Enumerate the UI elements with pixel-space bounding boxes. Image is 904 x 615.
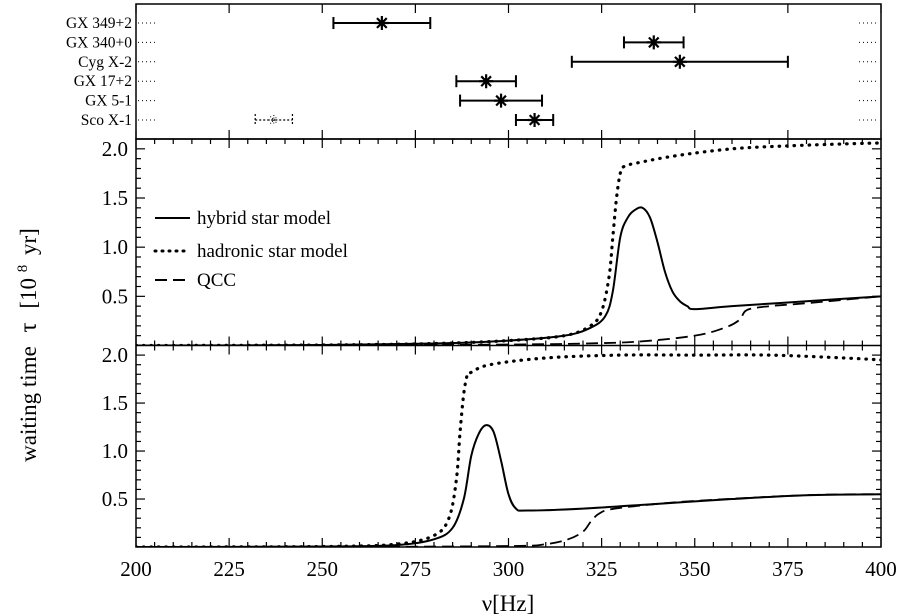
y-tick-label: 1.0	[102, 235, 128, 259]
source-marker	[494, 93, 509, 108]
y-axis-title-unit-exp: 8	[15, 265, 31, 273]
upper-solid-curve	[136, 206, 881, 346]
y-tick-label: 2.0	[102, 343, 128, 367]
y-tick-label: 0.5	[102, 487, 128, 511]
legend-label-hybrid: hybrid star model	[197, 208, 331, 229]
x-tick-label: 225	[213, 557, 245, 581]
sources: GX 349+2 GX 340+0 Cyg X-2 GX 17+2 GX 5-1 Sco …	[66, 15, 879, 129]
lower-solid-curve	[136, 424, 881, 547]
source-marker	[672, 54, 687, 69]
source-marker	[479, 74, 494, 89]
x-tick-labels: 200 225 250 275 300 325 350 375 400	[120, 557, 897, 581]
lower-panel-curves	[136, 353, 881, 547]
legend-label-hadronic: hadronic star model	[197, 241, 348, 262]
upper-panel-curves	[136, 141, 881, 346]
y-tick-label: 1.0	[102, 439, 128, 463]
y-tick-label: 0.5	[102, 284, 128, 308]
y-axis-title-text: waiting time	[16, 346, 41, 462]
x-tick-label: 325	[586, 557, 618, 581]
ticks	[135, 4, 882, 547]
y-axis-title-unit-close: yr]	[16, 228, 41, 255]
x-tick-label: 300	[493, 557, 525, 581]
x-tick-label: 375	[772, 557, 804, 581]
source-label: GX 5-1	[85, 93, 132, 110]
upper-dashed-curve	[136, 295, 881, 346]
y-axis-title-unit-open: [10	[16, 278, 41, 309]
y-axis-title-symbol: τ	[15, 322, 42, 332]
y-tick-labels-upper: 0.5 1.0 1.5 2.0	[102, 137, 128, 309]
y-tick-label: 2.0	[102, 137, 128, 161]
source-label: GX 349+2	[66, 15, 132, 32]
y-tick-label: 1.5	[102, 391, 128, 415]
source-label: Cyg X-2	[78, 54, 132, 71]
x-tick-label: 350	[679, 557, 711, 581]
y-tick-label: 1.5	[102, 186, 128, 210]
x-axis-title: ν[Hz]	[482, 591, 535, 615]
source-marker	[646, 35, 661, 50]
x-tick-label: 250	[307, 557, 339, 581]
x-tick-label: 200	[120, 557, 152, 581]
legend-label-qcc: QCC	[197, 270, 236, 291]
x-tick-label: 275	[400, 557, 432, 581]
y-axis-title: waiting time τ [10 8 yr]	[7, 228, 42, 462]
source-marker	[374, 16, 389, 30]
sco-x1-secondary-marker	[268, 115, 279, 125]
legend: hybrid star model hadronic star model QC…	[153, 208, 348, 291]
source-label: Sco X-1	[81, 112, 132, 129]
lower-dashed-curve	[136, 493, 881, 547]
source-marker	[527, 113, 542, 127]
source-label: GX 17+2	[74, 73, 132, 90]
x-tick-label: 400	[865, 557, 897, 581]
y-tick-labels-lower: 0.5 1.0 1.5 2.0	[102, 343, 128, 511]
lower-dotted-curve	[136, 353, 881, 547]
source-label: GX 340+0	[66, 34, 132, 51]
